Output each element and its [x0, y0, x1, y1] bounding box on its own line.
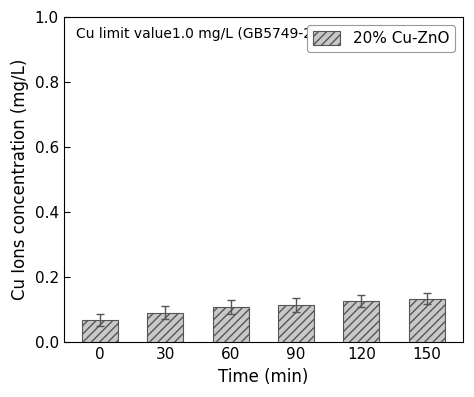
Bar [82, 320, 118, 343]
Bar [278, 305, 314, 343]
Bar [344, 301, 380, 343]
Bar [147, 312, 183, 343]
Bar [409, 299, 445, 343]
Y-axis label: Cu Ions concentration (mg/L): Cu Ions concentration (mg/L) [11, 59, 29, 301]
Legend: 20% Cu-ZnO: 20% Cu-ZnO [307, 25, 455, 52]
X-axis label: Time (min): Time (min) [218, 368, 309, 386]
Bar [213, 307, 248, 343]
Text: Cu limit value1.0 mg/L (GB5749-2006): Cu limit value1.0 mg/L (GB5749-2006) [76, 27, 344, 41]
